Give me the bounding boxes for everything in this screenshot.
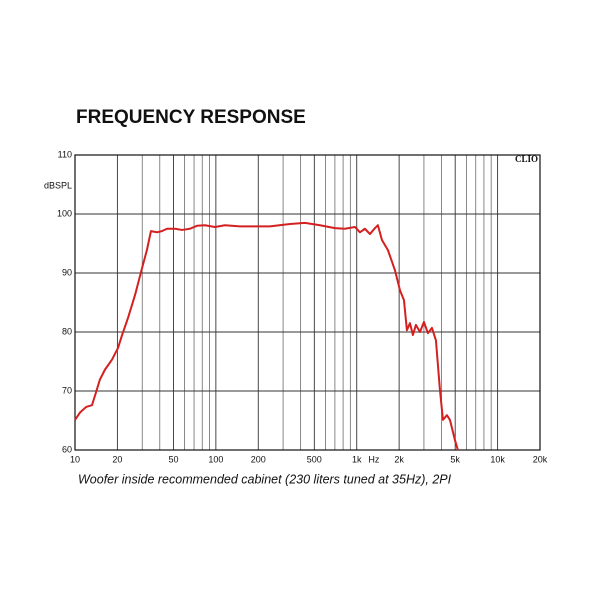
response-curve xyxy=(74,221,459,451)
x-tick-label: 50 xyxy=(168,454,178,464)
y-tick-label: 110 xyxy=(58,149,72,159)
y-tick-label: 100 xyxy=(57,208,72,218)
plot-frame xyxy=(74,154,541,451)
x-tick-label: 10 xyxy=(70,454,80,464)
y-tick-label: 70 xyxy=(62,385,72,395)
x-tick-label: 10k xyxy=(490,454,505,464)
caption: Woofer inside recommended cabinet (230 l… xyxy=(78,472,452,486)
x-tick-label: 5k xyxy=(450,454,460,464)
x-tick-label: 20k xyxy=(533,454,548,464)
y-axis-label: dBSPL xyxy=(44,180,72,190)
y-tick-label: 90 xyxy=(62,267,72,277)
x-tick-label: 20 xyxy=(112,454,122,464)
y-tick-label: 80 xyxy=(62,326,72,336)
x-tick-label: 2k xyxy=(394,454,404,464)
x-tick-label: 200 xyxy=(251,454,266,464)
y-tick-label: 60 xyxy=(62,444,72,454)
x-axis-label: Hz xyxy=(368,454,379,464)
x-tick-label: 1k xyxy=(352,454,362,464)
chart-title: FREQUENCY RESPONSE xyxy=(76,107,306,128)
x-tick-label: 100 xyxy=(208,454,223,464)
brand-label: CLIO xyxy=(515,154,538,164)
x-tick-label: 500 xyxy=(307,454,322,464)
